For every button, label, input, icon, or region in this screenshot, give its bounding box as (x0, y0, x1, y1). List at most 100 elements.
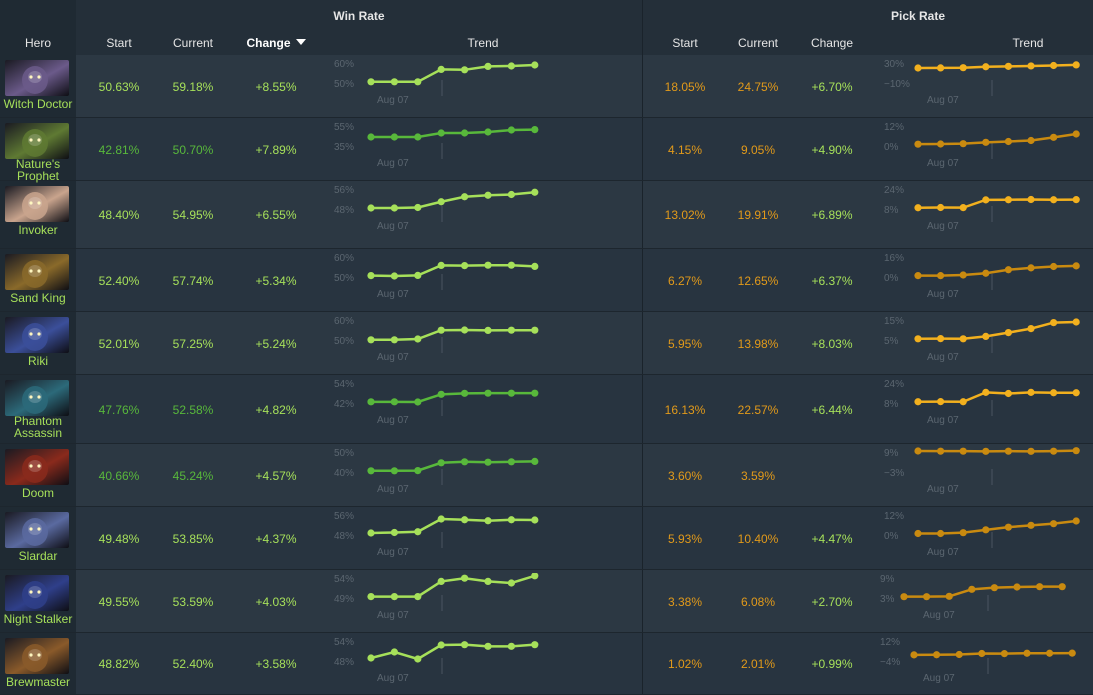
hero-portrait[interactable] (5, 123, 69, 159)
wr-trend-line (371, 391, 535, 404)
pr-trend-point (990, 584, 998, 592)
hero-portrait[interactable] (5, 380, 69, 416)
wr-current-value: 45.24% (172, 469, 214, 483)
wr-start-value: 48.82% (98, 657, 140, 671)
pr-trend-sparkline: 24% 8% Aug 07 (884, 185, 1080, 232)
sort-desc-icon (295, 39, 306, 45)
hero-portrait[interactable] (5, 317, 69, 353)
row-bg-winrate (76, 249, 642, 312)
pr-trend-point (959, 271, 967, 279)
pr-trend-point (959, 64, 967, 72)
hero-row[interactable]: Phantom Assassin 47.76% 52.58% +4.82% 16.13% 2… (0, 375, 1093, 444)
hero-name[interactable]: Doom (21, 486, 54, 500)
wr-change-value: +4.03% (255, 595, 297, 609)
pr-trend-sparkline: 9% −3% Aug 07 (884, 447, 1080, 495)
wr-current-value: 54.95% (172, 208, 214, 222)
wr-current-value: 52.58% (172, 403, 214, 417)
hero-name[interactable]: Brewmaster (5, 675, 70, 689)
wr-start-column-header[interactable]: Start (106, 36, 132, 50)
wr-trend-point (461, 129, 469, 137)
pr-trend-point (1027, 136, 1035, 145)
wr-trend-point (507, 62, 515, 70)
pr-trend-point (914, 140, 922, 148)
pr-change-value: +2.70% (811, 595, 853, 609)
hero-portrait[interactable] (5, 254, 69, 290)
wr-trend-point (484, 389, 492, 397)
wr-trend-point (461, 641, 469, 649)
wr-trend-max-label: 50% (334, 448, 354, 459)
wr-trend-date-label: Aug 07 (377, 221, 409, 232)
hero-row[interactable]: Invoker 48.40% 54.95% +6.55% 13.02% 19.91% +6.… (0, 181, 1093, 249)
wr-trend-date-label: Aug 07 (377, 484, 409, 495)
wr-trend-point (484, 261, 492, 269)
pr-trend-point (982, 526, 990, 534)
hero-portrait[interactable] (5, 575, 69, 611)
hero-row[interactable]: Night Stalker 49.55% 53.59% +4.03% 3.38% 6.08… (0, 570, 1093, 633)
pr-trend-point (1004, 62, 1012, 70)
hero-portrait[interactable] (5, 60, 69, 96)
row-bg-pickrate (643, 570, 1093, 633)
pr-trend-point (955, 650, 963, 659)
wr-trend-point (507, 516, 515, 524)
hero-name[interactable]: Slardar (18, 549, 58, 563)
row-bg-pickrate (643, 375, 1093, 444)
pr-trend-point (1050, 133, 1058, 141)
wr-trend-min-label: 50% (334, 336, 354, 347)
hero-name[interactable]: Night Stalker (3, 612, 73, 626)
pr-trend-min-label: 0% (884, 273, 899, 284)
pr-start-value: 16.13% (664, 403, 706, 417)
pr-change-value: +6.37% (811, 274, 853, 288)
pr-current-value: 2.01% (740, 657, 776, 671)
wr-trend-point (390, 133, 398, 141)
hero-portrait[interactable] (5, 638, 69, 674)
pr-trend-point (910, 651, 918, 659)
pr-current-column-header[interactable]: Current (737, 36, 778, 50)
pr-start-column-header[interactable]: Start (672, 36, 698, 50)
hero-name[interactable]: Witch Doctor (3, 97, 73, 111)
wr-trend-line (370, 263, 535, 278)
wr-current-value: 53.59% (172, 595, 214, 609)
pr-trend-column-header: Trend (1012, 36, 1044, 50)
hero-name[interactable]: Invoker (18, 223, 58, 237)
hero-portrait[interactable] (5, 512, 69, 548)
row-separator (0, 374, 1093, 375)
hero-name[interactable]: Riki (28, 354, 48, 368)
wr-trend-sparkline: 54% 48% Aug 07 (334, 637, 539, 684)
hero-row[interactable]: Slardar 49.48% 53.85% +4.37% 5.93% 10.40% +4.4… (0, 507, 1093, 570)
pr-trend-point (959, 204, 967, 212)
hero-row[interactable]: Brewmaster 48.82% 52.40% +3.58% 1.02% 2.01% +0… (0, 633, 1093, 695)
pr-trend-point (937, 64, 945, 72)
hero-row[interactable]: Riki 52.01% 57.25% +5.24% 5.95% 13.98% +8.03% 6… (0, 312, 1093, 375)
pr-change-column-header[interactable]: Change (810, 36, 854, 50)
wr-trend-min-label: 42% (334, 399, 354, 410)
hero-column-header[interactable]: Hero (24, 36, 51, 50)
hero-row[interactable]: Witch Doctor 50.63% 59.18% +8.55% 18.05% 24.7… (0, 55, 1093, 118)
column-header-row: Hero Start Current Change Trend Start Cu… (0, 30, 1093, 54)
hero-portrait[interactable] (5, 186, 69, 222)
wr-change-column-header[interactable]: Change (236, 36, 316, 50)
pr-trend-point (914, 447, 922, 455)
wr-change-value: +3.58% (255, 657, 297, 671)
pr-change-value: +4.47% (811, 532, 853, 546)
hero-row[interactable]: Sand King 52.40% 57.74% +5.34% 6.27% 12.65% +6… (0, 249, 1093, 312)
row-bg-pickrate (643, 312, 1093, 375)
pr-trend-max-label: 24% (884, 379, 904, 390)
hero-name[interactable]: Phantom (13, 414, 63, 428)
wr-trend-sparkline: 56% 48% Aug 07 (334, 511, 539, 558)
pr-trend-max-label: 16% (884, 253, 904, 264)
hero-row[interactable]: Nature's Prophet 42.81% 50.70% +7.89% 4.15% 9.… (0, 118, 1093, 183)
hero-name[interactable]: Sand King (10, 291, 66, 305)
wr-current-column-header[interactable]: Current (172, 36, 213, 50)
wr-trend-point (367, 272, 375, 280)
wr-trend-point (390, 272, 398, 280)
pr-trend-point (914, 272, 922, 280)
hero-portrait[interactable] (5, 449, 69, 485)
wr-trend-line (371, 191, 535, 210)
hero-name[interactable]: Assassin (13, 426, 63, 440)
wr-trend-min-label: 40% (334, 468, 354, 479)
wr-trend-sparkline: 60% 50% Aug 07 (334, 253, 539, 300)
hero-name[interactable]: Prophet (16, 169, 60, 183)
hero-row[interactable]: Doom 40.66% 45.24% +4.57% 3.60% 3.59% 50% 40% Au… (0, 444, 1093, 507)
hero-name[interactable]: Nature's (15, 157, 61, 171)
pr-trend-point (1050, 262, 1058, 271)
